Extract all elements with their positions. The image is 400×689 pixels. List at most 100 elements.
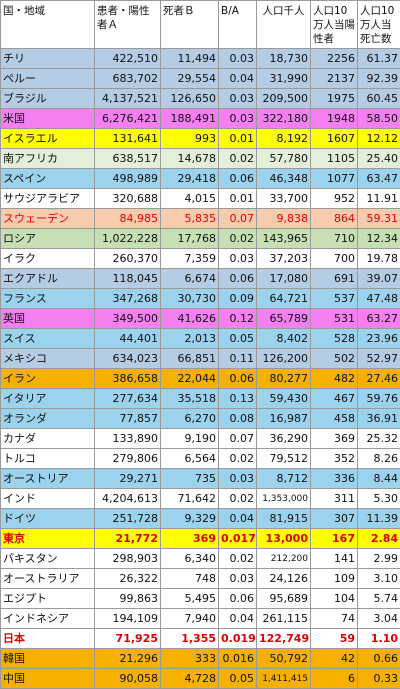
cell-population: 57,780	[257, 149, 311, 169]
cell-ratio: 0.05	[219, 669, 257, 689]
cell-per100k-deaths: 3.10	[358, 569, 400, 589]
cell-population: 95,689	[257, 589, 311, 609]
cell-per100k-deaths: 5.74	[358, 589, 400, 609]
cell-country: エジプト	[1, 589, 95, 609]
cell-per100k-deaths: 12.12	[358, 129, 400, 149]
cell-country: ドイツ	[1, 509, 95, 529]
cell-ratio: 0.06	[219, 589, 257, 609]
cell-per100k-deaths: 63.27	[358, 309, 400, 329]
cell-per100k-deaths: 2.84	[358, 529, 400, 549]
cell-country: ペルー	[1, 69, 95, 89]
cell-cases: 6,276,421	[95, 109, 161, 129]
cell-ratio: 0.04	[219, 609, 257, 629]
cell-ratio: 0.02	[219, 449, 257, 469]
cell-per100k-deaths: 36.91	[358, 409, 400, 429]
cell-per100k-deaths: 1.10	[358, 629, 400, 649]
cell-country: 東京	[1, 529, 95, 549]
cell-population: 65,789	[257, 309, 311, 329]
cell-cases: 29,271	[95, 469, 161, 489]
cell-deaths: 5,495	[161, 589, 219, 609]
cell-population: 1,353,000	[257, 489, 311, 509]
cell-per100k-cases: 700	[311, 249, 358, 269]
cell-per100k-cases: 74	[311, 609, 358, 629]
cell-cases: 277,634	[95, 389, 161, 409]
cell-country: インドネシア	[1, 609, 95, 629]
cell-per100k-cases: 537	[311, 289, 358, 309]
cell-cases: 71,925	[95, 629, 161, 649]
cell-per100k-deaths: 11.91	[358, 189, 400, 209]
cell-country: エクアドル	[1, 269, 95, 289]
cell-country: ブラジル	[1, 89, 95, 109]
cell-country: メキシコ	[1, 349, 95, 369]
cell-per100k-deaths: 59.31	[358, 209, 400, 229]
cell-country: パキスタン	[1, 549, 95, 569]
cell-ratio: 0.02	[219, 549, 257, 569]
cell-per100k-deaths: 0.66	[358, 649, 400, 669]
cell-per100k-deaths: 8.26	[358, 449, 400, 469]
cell-cases: 133,890	[95, 429, 161, 449]
cell-per100k-deaths: 61.37	[358, 49, 400, 69]
header-ratio: B/A	[219, 1, 257, 49]
cell-ratio: 0.07	[219, 209, 257, 229]
cell-per100k-cases: 864	[311, 209, 358, 229]
cell-cases: 4,137,521	[95, 89, 161, 109]
cell-ratio: 0.04	[219, 509, 257, 529]
cell-cases: 251,728	[95, 509, 161, 529]
cell-population: 46,348	[257, 169, 311, 189]
cell-country: インド	[1, 489, 95, 509]
cell-country: 中国	[1, 669, 95, 689]
cell-population: 261,115	[257, 609, 311, 629]
cell-per100k-cases: 59	[311, 629, 358, 649]
header-row: 国・地域 患者・陽性者Ａ 死者Ｂ B/A 人口千人 人口10万人当陽性者 人口1…	[1, 1, 400, 49]
cell-ratio: 0.09	[219, 289, 257, 309]
cell-country: 英国	[1, 309, 95, 329]
cell-population: 126,200	[257, 349, 311, 369]
cell-population: 79,512	[257, 449, 311, 469]
cell-per100k-cases: 104	[311, 589, 358, 609]
cell-per100k-cases: 502	[311, 349, 358, 369]
cell-country: オーストラリア	[1, 569, 95, 589]
cell-deaths: 5,835	[161, 209, 219, 229]
cell-per100k-cases: 1607	[311, 129, 358, 149]
cell-cases: 4,204,613	[95, 489, 161, 509]
cell-deaths: 6,564	[161, 449, 219, 469]
cell-per100k-deaths: 47.48	[358, 289, 400, 309]
cell-country: イラン	[1, 369, 95, 389]
cell-cases: 77,857	[95, 409, 161, 429]
cell-deaths: 126,650	[161, 89, 219, 109]
cell-ratio: 0.016	[219, 649, 257, 669]
cell-deaths: 6,674	[161, 269, 219, 289]
cell-cases: 90,058	[95, 669, 161, 689]
cell-ratio: 0.03	[219, 469, 257, 489]
cell-per100k-cases: 467	[311, 389, 358, 409]
cell-country: ロシア	[1, 229, 95, 249]
cell-ratio: 0.03	[219, 249, 257, 269]
cell-per100k-deaths: 3.04	[358, 609, 400, 629]
cell-per100k-cases: 167	[311, 529, 358, 549]
cell-country: カナダ	[1, 429, 95, 449]
cell-ratio: 0.02	[219, 489, 257, 509]
cell-per100k-deaths: 0.33	[358, 669, 400, 689]
cell-population: 64,721	[257, 289, 311, 309]
cell-cases: 347,268	[95, 289, 161, 309]
cell-per100k-cases: 458	[311, 409, 358, 429]
cell-per100k-deaths: 2.99	[358, 549, 400, 569]
cell-per100k-deaths: 19.78	[358, 249, 400, 269]
cell-country: チリ	[1, 49, 95, 69]
cell-country: スペイン	[1, 169, 95, 189]
cell-population: 16,987	[257, 409, 311, 429]
header-population: 人口千人	[257, 1, 311, 49]
